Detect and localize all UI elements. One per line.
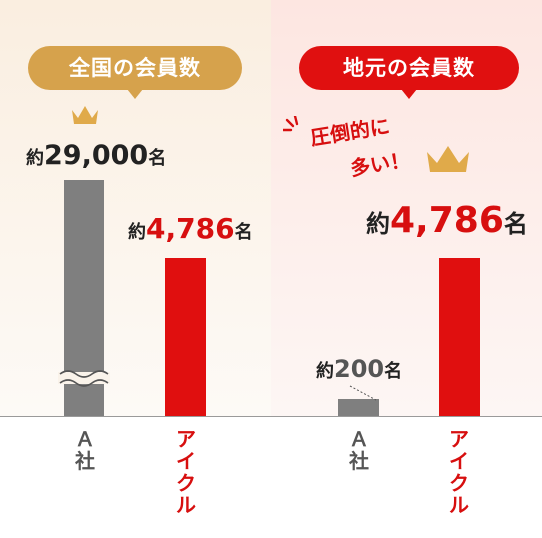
local-title: 地元の会員数 <box>299 46 519 99</box>
value-label-national-aikuru: 約4,786名 <box>128 212 253 245</box>
x-label-char: 社 <box>75 449 95 473</box>
value-label-local-aikuru: 約4,786名 <box>366 200 528 241</box>
x-label-char: 社 <box>349 449 369 473</box>
x-label-local-aikuru: アイクル <box>439 428 479 516</box>
x-axis-baseline <box>0 416 542 417</box>
x-label-char: ル <box>176 493 196 517</box>
burst-lines-icon <box>283 116 299 132</box>
value-label-local-a-company: 約200名 <box>316 355 403 383</box>
bar-local-aikuru <box>439 258 480 416</box>
x-label-char: ル <box>449 493 469 517</box>
national-title: 全国の会員数 <box>28 46 242 99</box>
x-label-national-aikuru: アイクル <box>166 428 206 516</box>
bar-national-aikuru <box>165 258 206 416</box>
value-label-national-a-company: 約29,000名 <box>26 140 167 171</box>
x-label-char: Ａ <box>349 427 369 451</box>
x-label-char: イ <box>176 449 196 473</box>
x-label-char: ク <box>176 471 196 495</box>
x-label-char: Ａ <box>75 427 95 451</box>
value-leader-line <box>349 385 377 401</box>
bar-local-a-company <box>338 399 379 416</box>
axis-break-icon <box>58 370 110 387</box>
x-label-char: イ <box>449 449 469 473</box>
crown-icon <box>427 146 469 172</box>
x-label-char: ア <box>449 427 469 451</box>
x-label-char: ア <box>176 427 196 451</box>
crown-icon <box>72 106 98 124</box>
x-label-char: ク <box>449 471 469 495</box>
